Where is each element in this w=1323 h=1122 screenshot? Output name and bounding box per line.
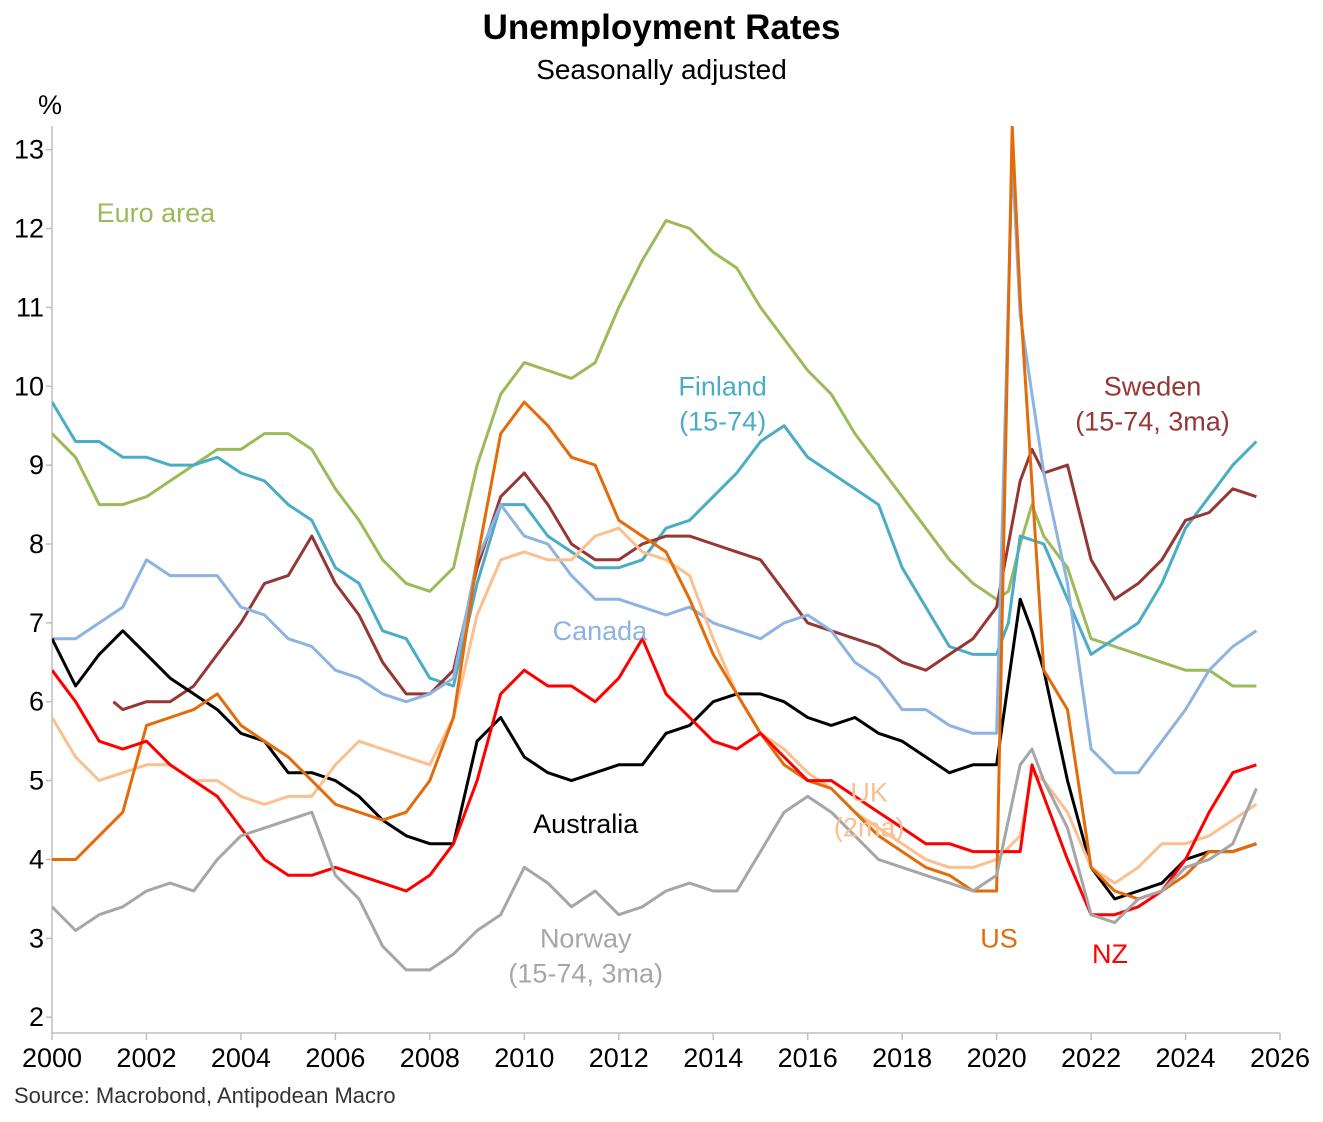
x-tick-label: 2008 xyxy=(400,1043,460,1073)
series-label-finland: Finland xyxy=(678,371,767,401)
series-line-uk xyxy=(52,526,1258,885)
x-tick-label: 2020 xyxy=(967,1043,1027,1073)
series-label-euro-area: Euro area xyxy=(97,198,217,228)
series-label-norway: Norway xyxy=(540,923,632,953)
y-tick-label: 3 xyxy=(29,923,44,953)
series-line-norway xyxy=(52,747,1258,972)
series-label-sweden: Sweden xyxy=(1104,371,1202,401)
series-line-us xyxy=(52,126,1257,901)
x-tick-label: 2014 xyxy=(683,1043,743,1073)
x-tick-label: 2024 xyxy=(1155,1043,1215,1073)
y-tick-label: 11 xyxy=(16,292,44,322)
series-label-uk: (2ma) xyxy=(834,812,905,842)
series-label-canada: Canada xyxy=(553,616,649,646)
x-tick-label: 2006 xyxy=(305,1043,365,1073)
series-line-australia xyxy=(52,597,1257,901)
series-lines xyxy=(52,126,1258,972)
x-tick-label: 2016 xyxy=(778,1043,838,1073)
y-tick-label: 13 xyxy=(14,135,44,165)
axes: 2 3 4 5 6 7 8 9 10 11 12 13 2000 2002 2004 2006 2008 2010… xyxy=(14,126,1310,1073)
x-tick-label: 2018 xyxy=(872,1043,932,1073)
series-label-us: US xyxy=(980,923,1018,953)
series-labels: Euro area Finland (15-74) Sweden (15-74, 3ma… xyxy=(97,198,1230,989)
series-line-sweden xyxy=(112,447,1257,712)
y-tick-label: 12 xyxy=(14,214,44,244)
series-label-finland: (15-74) xyxy=(679,406,766,436)
y-tick-label: 7 xyxy=(29,608,44,638)
series-label-norway: (15-74, 3ma) xyxy=(508,958,663,988)
x-tick-label: 2026 xyxy=(1250,1043,1310,1073)
y-tick-label: 6 xyxy=(29,687,44,717)
series-label-nz: NZ xyxy=(1092,939,1128,969)
x-tick-label: 2002 xyxy=(116,1043,176,1073)
series-label-australia: Australia xyxy=(533,809,639,839)
series-line-finland xyxy=(52,401,1258,688)
series-line-nz xyxy=(52,637,1257,917)
x-tick-label: 2022 xyxy=(1061,1043,1121,1073)
y-tick-label: 5 xyxy=(29,766,44,796)
x-tick-label: 2012 xyxy=(589,1043,649,1073)
series-label-uk: UK xyxy=(850,777,888,807)
x-tick-label: 2000 xyxy=(22,1043,82,1073)
chart-title: Unemployment Rates xyxy=(482,8,841,47)
series-line-euro-area xyxy=(52,219,1257,688)
series-line-canada xyxy=(52,156,1258,775)
y-tick-label: 9 xyxy=(29,450,44,480)
y-tick-label: 10 xyxy=(14,371,44,401)
x-tick-label: 2010 xyxy=(494,1043,554,1073)
y-tick-label: 8 xyxy=(29,529,44,559)
source-note: Source: Macrobond, Antipodean Macro xyxy=(14,1083,396,1108)
series-label-sweden: (15-74, 3ma) xyxy=(1075,406,1230,436)
chart-subtitle: Seasonally adjusted xyxy=(536,54,787,85)
y-tick-label: 4 xyxy=(29,844,44,874)
x-tick-label: 2004 xyxy=(211,1043,271,1073)
y-axis-unit-label: % xyxy=(38,90,63,120)
y-tick-label: 2 xyxy=(29,1002,44,1032)
